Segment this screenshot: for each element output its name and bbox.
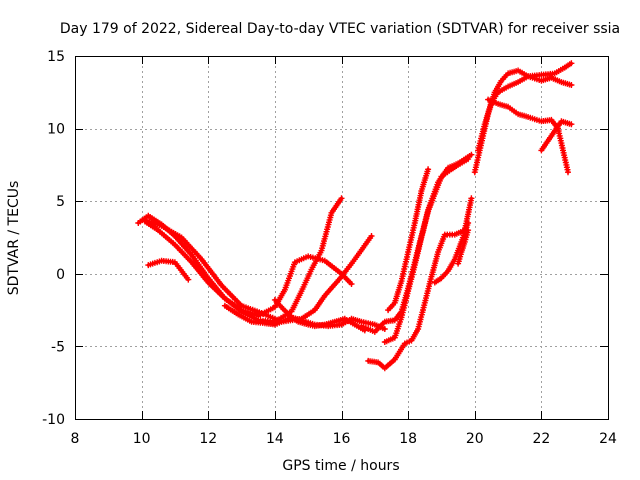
x-tick-label: 22 (532, 431, 550, 447)
x-tick-label: 8 (71, 431, 80, 447)
series-arc-6 (271, 296, 368, 334)
series-arc-3 (142, 217, 375, 325)
y-tick-label: 0 (56, 267, 65, 283)
x-tick-label: 20 (466, 431, 484, 447)
series-arc-15 (485, 96, 571, 176)
x-tick-label: 10 (133, 431, 151, 447)
series-arc-8 (358, 151, 475, 335)
y-axis-label: SDTVAR / TECUs (6, 181, 22, 296)
series-markers (381, 156, 472, 345)
series-line (486, 97, 570, 174)
series-markers (385, 166, 432, 314)
series-arc-16 (538, 118, 575, 154)
x-tick-label: 14 (266, 431, 284, 447)
chart-title: Day 179 of 2022, Sidereal Day-to-day VTE… (60, 21, 620, 37)
series-arc-14 (475, 60, 575, 154)
grid (75, 56, 608, 419)
y-tick-label: 5 (56, 194, 65, 210)
series-markers (455, 227, 472, 267)
series-markers (431, 220, 472, 286)
series-arc-12 (455, 227, 472, 267)
y-tick-label: -10 (42, 412, 65, 428)
series-markers (145, 257, 192, 283)
x-tick-label: 18 (399, 431, 417, 447)
y-tick-label: 10 (47, 122, 65, 138)
series-arc-10 (385, 166, 432, 314)
series-markers (365, 195, 475, 372)
series-arc-7 (365, 195, 475, 372)
x-tick-label: 12 (199, 431, 217, 447)
series-arc-4 (145, 257, 192, 283)
axes: 8 10 12 14 16 18 20 22 24 -10 -5 0 5 10 15 (42, 49, 617, 447)
series-markers (538, 118, 575, 154)
data-series (135, 60, 575, 372)
x-axis-label: GPS time / hours (282, 458, 399, 474)
y-tick-label: -5 (51, 339, 65, 355)
series-markers (485, 96, 571, 176)
series-arc-9 (381, 156, 472, 345)
x-tick-label: 16 (333, 431, 351, 447)
series-arc-11 (431, 220, 472, 286)
x-tick-label: 24 (599, 431, 617, 447)
series-markers (142, 217, 375, 325)
y-tick-label: 15 (47, 49, 65, 65)
series-markers (271, 296, 368, 334)
series-line (359, 153, 474, 334)
series-markers (358, 151, 475, 335)
